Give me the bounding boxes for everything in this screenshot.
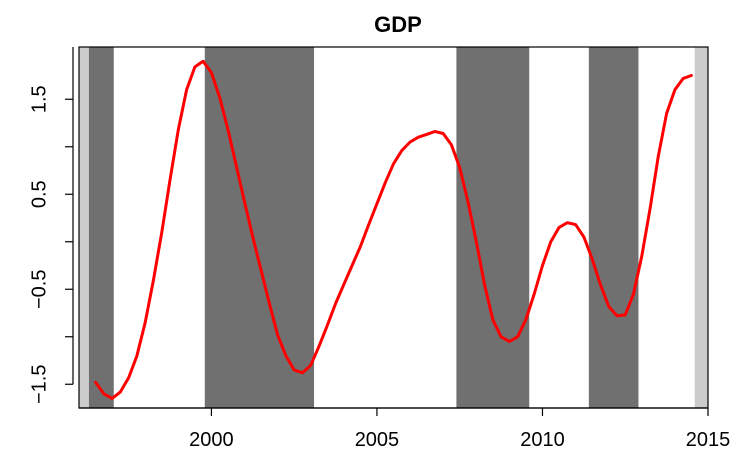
shaded-region-1 [79,47,89,408]
series-layer [94,59,693,400]
shaded-regions [79,47,708,408]
y-axis: −1.5 −0.5 0.5 1.5 [28,47,74,404]
shaded-region-6 [694,47,708,408]
y-tick-label: −1.5 [28,365,50,404]
chart-title: GDP [374,12,422,37]
x-axis: 2000 2005 2010 2015 [79,407,731,451]
y-tick-label: 0.5 [28,180,50,208]
shaded-region-4 [456,47,530,408]
shaded-region-2 [88,47,114,408]
shaded-region-5 [588,47,639,408]
x-tick-label: 2015 [686,429,731,451]
x-tick-label: 2010 [520,429,565,451]
y-tick-label: 1.5 [28,85,50,113]
x-tick-label: 2000 [189,429,234,451]
y-tick-label: −0.5 [28,270,50,309]
x-tick-label: 2005 [355,429,400,451]
